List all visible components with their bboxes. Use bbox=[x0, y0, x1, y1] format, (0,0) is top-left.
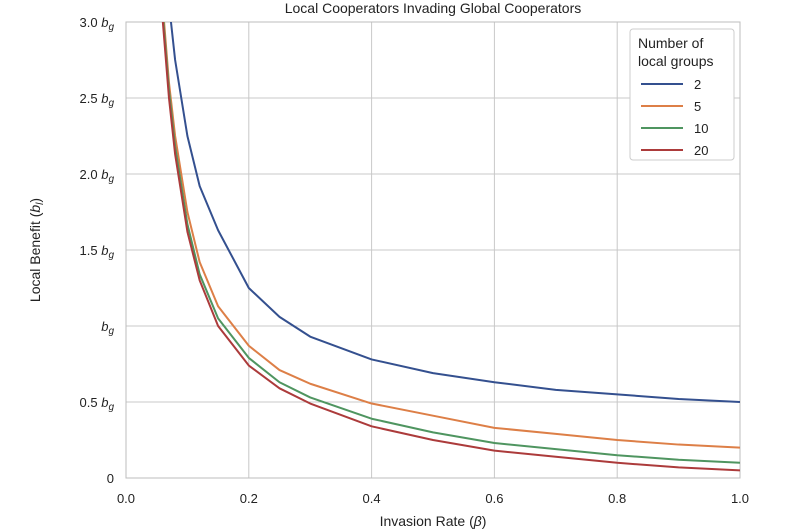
x-tick-label: 0.0 bbox=[117, 491, 135, 506]
x-tick-label: 0.6 bbox=[485, 491, 503, 506]
legend-title-line-1: Number of bbox=[638, 35, 703, 51]
legend: Number of local groups 2 5 10 20 bbox=[630, 29, 734, 160]
legend-label-10: 10 bbox=[694, 121, 708, 136]
x-tick-label: 1.0 bbox=[731, 491, 749, 506]
chart-title: Local Cooperators Invading Global Cooper… bbox=[285, 0, 582, 16]
x-tick-label: 0.4 bbox=[363, 491, 381, 506]
x-tick-label: 0.2 bbox=[240, 491, 258, 506]
y-tick-label: 0 bbox=[107, 471, 114, 486]
legend-label-5: 5 bbox=[694, 99, 701, 114]
x-axis-title: Invasion Rate (β) bbox=[380, 513, 487, 529]
x-tick-label: 0.8 bbox=[608, 491, 626, 506]
legend-label-2: 2 bbox=[694, 77, 701, 92]
legend-title-line-2: local groups bbox=[638, 53, 714, 69]
legend-label-20: 20 bbox=[694, 143, 708, 158]
